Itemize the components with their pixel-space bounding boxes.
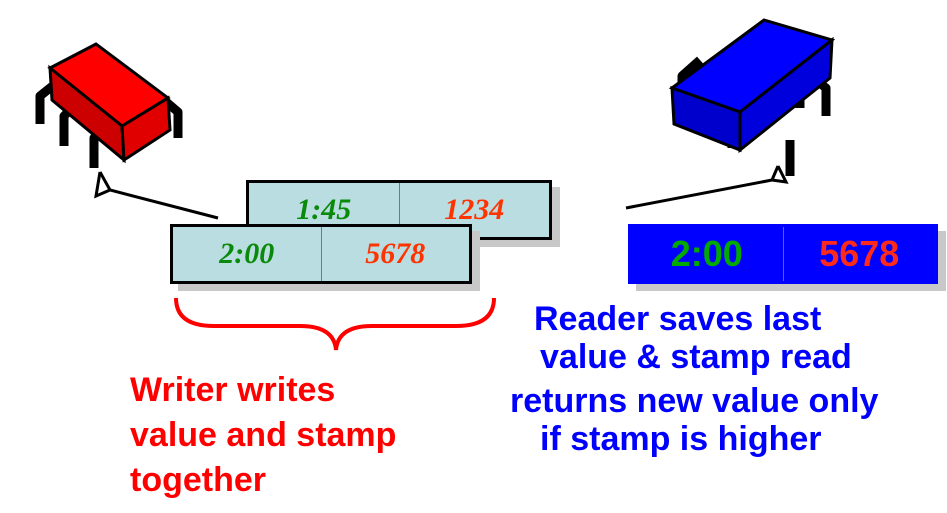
writer-caption-line: value and stamp xyxy=(130,416,397,454)
reader-value: 5678 xyxy=(819,233,900,274)
reader-caption-line: if stamp is higher xyxy=(540,420,822,458)
writer-caption-line: together xyxy=(130,461,266,499)
reader-register: 2:00 5678 xyxy=(628,224,938,284)
reader-chip-icon xyxy=(625,18,836,210)
writer-new-value: 5678 xyxy=(365,237,426,270)
writer-old-value: 1234 xyxy=(444,193,505,226)
writer-brace-icon xyxy=(174,297,496,351)
writer-old-stamp: 1:45 xyxy=(249,183,400,237)
reader-stamp: 2:00 xyxy=(631,227,784,281)
reader-caption: Reader saves last value & stamp read ret… xyxy=(510,300,878,458)
reader-caption-line: value & stamp read xyxy=(540,338,852,376)
writer-chip-icon xyxy=(35,42,219,220)
reader-caption-line: returns new value only xyxy=(510,382,879,420)
writer-caption: Writer writes value and stamp together xyxy=(130,368,396,503)
writer-new-stamp: 2:00 xyxy=(173,227,322,281)
writer-new-register: 2:00 5678 xyxy=(170,224,472,284)
writer-caption-line: Writer writes xyxy=(130,371,336,409)
reader-caption-line: Reader saves last xyxy=(534,300,822,338)
